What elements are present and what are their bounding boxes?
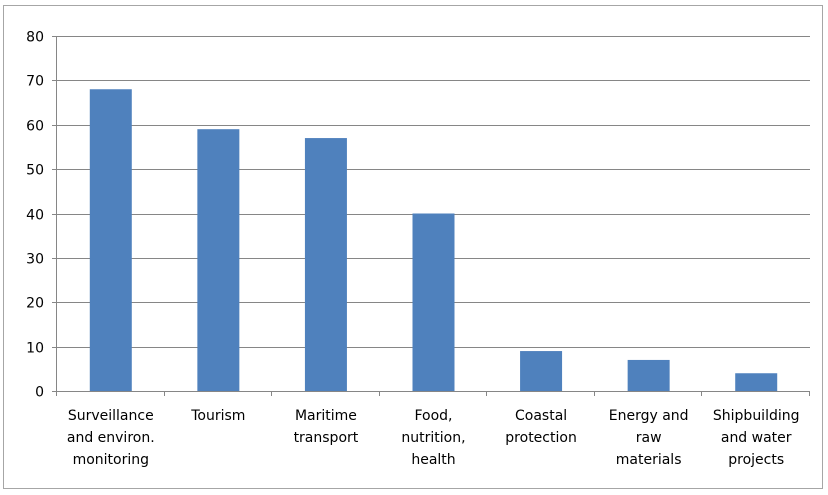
bar (520, 351, 563, 391)
category-label: Energy and raw materials (609, 408, 689, 468)
category-label: Tourism (190, 408, 245, 424)
axes (52, 36, 810, 396)
y-tick-label: 70 (26, 74, 44, 90)
bars (89, 89, 778, 391)
bar (197, 129, 240, 391)
y-tick-label: 50 (26, 163, 44, 179)
y-tick-label: 80 (26, 30, 44, 46)
category-label: Surveillance and environ. monitoring (67, 408, 155, 468)
category-label: Food, nutrition, health (401, 408, 465, 468)
y-tick-label: 40 (26, 208, 44, 224)
gridlines (57, 36, 810, 348)
y-tick-label: 60 (26, 119, 44, 135)
bar (304, 138, 347, 391)
bar (89, 89, 132, 391)
y-tick-label: 30 (26, 252, 44, 268)
bar (412, 213, 455, 391)
category-label: Shipbuilding and water projects (713, 408, 800, 468)
category-label: Maritime transport (294, 408, 359, 446)
y-tick-label: 20 (26, 296, 44, 312)
y-tick-labels: 0 10 20 30 40 50 60 70 80 (26, 30, 44, 401)
category-labels: Surveillance and environ. monitoring Touris… (67, 408, 800, 468)
category-label: Coastal protection (505, 408, 577, 446)
bar (627, 359, 670, 391)
y-tick-label: 10 (26, 341, 44, 357)
y-tick-label: 0 (35, 385, 44, 401)
bar (735, 373, 778, 391)
